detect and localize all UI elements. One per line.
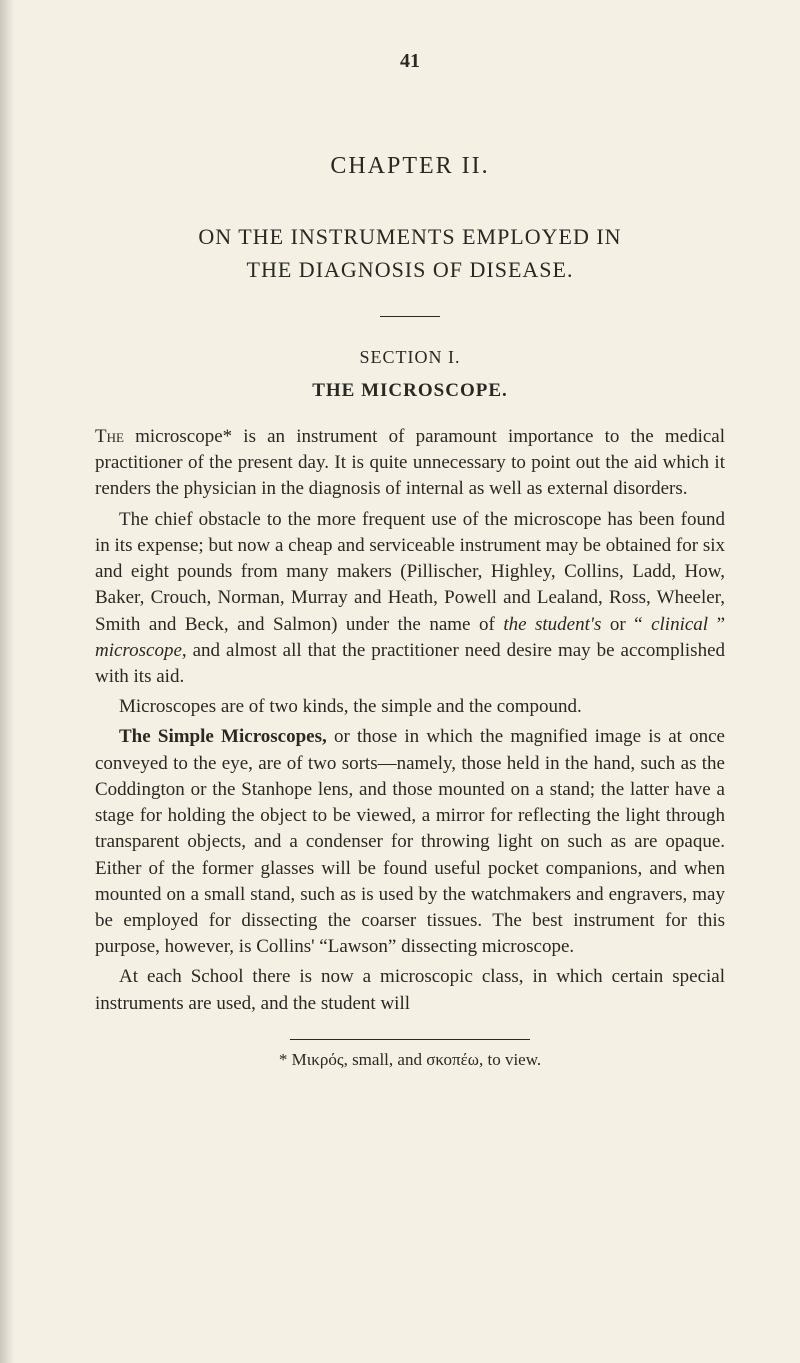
para2-mid2: ” xyxy=(708,614,725,635)
footnote-end: , to view. xyxy=(479,1050,541,1069)
section-number: SECTION I. xyxy=(95,347,725,368)
paragraph-2: The chief obstacle to the more frequent … xyxy=(95,507,725,691)
section-title: THE MICROSCOPE. xyxy=(95,380,725,402)
chapter-subtitle: ON THE INSTRUMENTS EMPLOYED IN THE DIAGN… xyxy=(95,220,725,286)
body-text: The microscope* is an instrument of para… xyxy=(95,424,725,1017)
page-number: 41 xyxy=(95,50,725,73)
paragraph-3: Microscopes are of two kinds, the simple… xyxy=(95,694,725,720)
page-edge-shadow xyxy=(0,0,14,1363)
paragraph-4: The Simple Microscopes, or those in whic… xyxy=(95,724,725,960)
footnote-rule xyxy=(290,1039,530,1040)
subtitle-line-1: ON THE INSTRUMENTS EMPLOYED IN xyxy=(198,224,621,249)
para4-bold-lead: The Simple Microscopes, xyxy=(119,726,327,747)
footnote: * Μικρός, small, and σκοπέω, to view. xyxy=(95,1050,725,1070)
footnote-asterisk: * xyxy=(279,1050,292,1069)
footnote-greek-1: Μικρός xyxy=(292,1050,344,1069)
para4-rest: or those in which the magnified image is… xyxy=(95,726,725,957)
para2-italic-2: clinical xyxy=(651,614,708,635)
footnote-mid: , small, and xyxy=(344,1050,427,1069)
para2-mid: or “ xyxy=(601,614,651,635)
para2-italic-3: microscope xyxy=(95,640,182,661)
para2-italic-1: the student's xyxy=(503,614,601,635)
book-page: 41 CHAPTER II. ON THE INSTRUMENTS EMPLOY… xyxy=(0,0,800,1363)
para2-end: , and almost all that the practitioner n… xyxy=(95,640,725,687)
para1-rest: microscope* is an instrument of paramoun… xyxy=(95,426,725,499)
paragraph-5: At each School there is now a microscopi… xyxy=(95,964,725,1016)
para1-lead-word: The xyxy=(95,426,124,447)
chapter-title: CHAPTER II. xyxy=(95,153,725,180)
paragraph-1: The microscope* is an instrument of para… xyxy=(95,424,725,503)
footnote-greek-2: σκοπέω xyxy=(426,1050,479,1069)
section-divider-rule xyxy=(380,316,440,317)
subtitle-line-2: THE DIAGNOSIS OF DISEASE. xyxy=(247,257,574,282)
